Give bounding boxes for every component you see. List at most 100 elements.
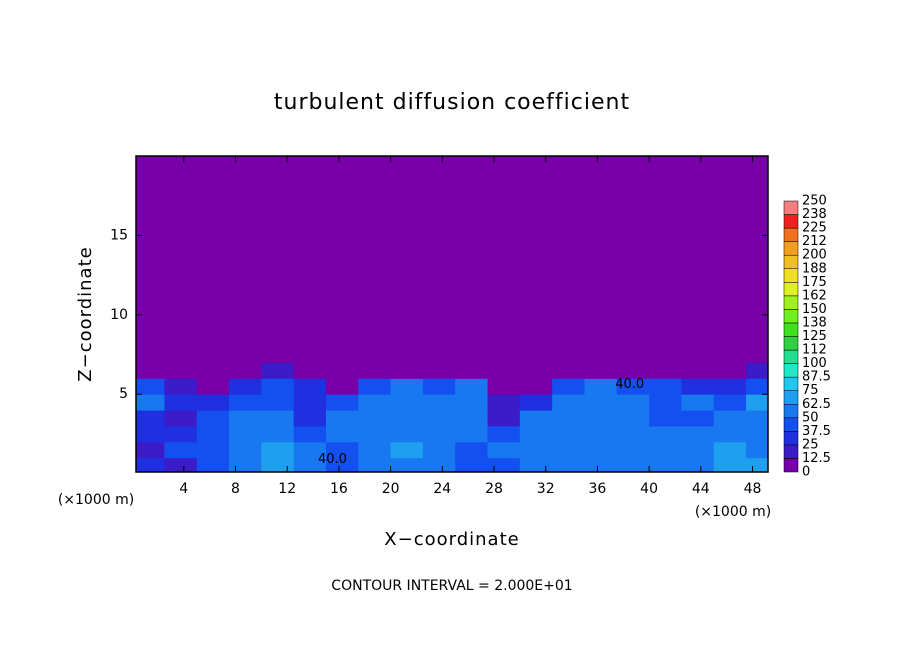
cell (229, 378, 262, 395)
cell (713, 362, 747, 379)
cell (616, 457, 650, 473)
cell (136, 394, 165, 411)
cell (519, 457, 553, 473)
colorbar-label: 100 (802, 356, 827, 371)
cell (519, 394, 553, 411)
cell (681, 441, 715, 459)
x-tick-label: 16 (330, 481, 348, 497)
cell (136, 441, 165, 459)
cell (552, 441, 585, 459)
cell (649, 441, 682, 459)
cell (746, 425, 769, 443)
cell (552, 362, 585, 379)
cell (713, 378, 747, 395)
cell (584, 362, 618, 379)
cell (229, 441, 262, 459)
colorbar-swatch (783, 214, 799, 229)
cell (455, 362, 489, 379)
colorbar-label: 125 (802, 329, 827, 344)
cell (136, 425, 165, 443)
cell (164, 441, 198, 459)
cell (455, 410, 489, 427)
cell (746, 457, 769, 473)
colorbar-swatch (783, 417, 799, 432)
cell (746, 156, 769, 363)
colorbar-label: 212 (802, 234, 827, 249)
cell (455, 441, 489, 459)
cell (261, 362, 295, 379)
colorbar-swatch (783, 227, 799, 242)
colorbar-swatch (783, 282, 799, 297)
colorbar-swatch (783, 295, 799, 310)
cell (293, 441, 327, 459)
contour-label: 40.0 (318, 452, 347, 467)
cell (229, 410, 262, 427)
cell (196, 425, 230, 443)
colorbar-label: 50 (802, 410, 819, 425)
colorbar-label: 150 (802, 302, 827, 317)
field (136, 156, 769, 473)
cell (196, 410, 230, 427)
cell (358, 425, 392, 443)
cell (358, 156, 392, 363)
colorbar-swatch (783, 268, 799, 283)
chart-title: turbulent diffusion coefficient (274, 90, 630, 115)
y-tick-label: 15 (110, 227, 128, 243)
cell (136, 457, 165, 473)
x-tick-label: 36 (588, 481, 606, 497)
cell (552, 425, 585, 443)
cell (164, 156, 198, 363)
cell (164, 378, 198, 395)
cell (229, 362, 262, 379)
cell (422, 394, 456, 411)
cell (261, 457, 295, 473)
cell (261, 441, 295, 459)
colorbar-swatch (783, 363, 799, 378)
x-tick-label: 40 (640, 481, 658, 497)
x-tick-label: 8 (231, 481, 240, 497)
cell (164, 457, 198, 473)
cell (164, 394, 198, 411)
cell (649, 378, 682, 395)
colorbar-label: 188 (802, 261, 827, 276)
cell (681, 394, 715, 411)
cell (487, 457, 521, 473)
cell (552, 457, 585, 473)
cell (616, 362, 650, 379)
cell (358, 378, 392, 395)
cell (196, 457, 230, 473)
cell (422, 425, 456, 443)
cell (229, 394, 262, 411)
y-axis-label: Z−coordinate (75, 246, 96, 381)
x-tick-label: 12 (278, 481, 296, 497)
cell (713, 394, 747, 411)
colorbar-label: 37.5 (802, 424, 831, 439)
cell (616, 410, 650, 427)
cell (713, 425, 747, 443)
cell (390, 441, 424, 459)
cell (681, 362, 715, 379)
cell (713, 156, 747, 363)
colorbar-label: 12.5 (802, 451, 831, 466)
cell (584, 394, 618, 411)
cell (422, 362, 456, 379)
cell (293, 156, 327, 363)
cell (455, 378, 489, 395)
cell (746, 378, 769, 395)
cell (487, 441, 521, 459)
colorbar-label: 162 (802, 288, 827, 303)
cell (681, 410, 715, 427)
colorbar-swatch (783, 241, 799, 256)
cell (358, 441, 392, 459)
cell (390, 425, 424, 443)
cell (616, 378, 650, 395)
colorbar-swatch (783, 254, 799, 269)
colorbar-swatch (783, 322, 799, 337)
cell (519, 362, 553, 379)
y-tick-label: 5 (119, 386, 128, 402)
colorbar-label: 75 (802, 383, 819, 398)
colorbar-label: 138 (802, 315, 827, 330)
cell (519, 425, 553, 443)
cell (487, 362, 521, 379)
